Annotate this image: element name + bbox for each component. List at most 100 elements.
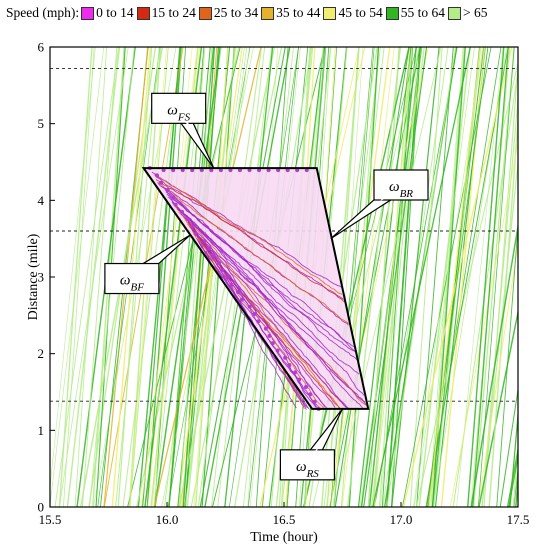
trajectory-line bbox=[163, 47, 222, 507]
legend-item-15-24: 15 to 24 bbox=[136, 5, 196, 21]
legend-swatch bbox=[323, 6, 337, 20]
legend-label: > 65 bbox=[462, 5, 488, 20]
trajectory-line bbox=[63, 47, 95, 507]
queue-dot bbox=[275, 348, 280, 353]
trajectory-line bbox=[391, 47, 440, 507]
queue-dot bbox=[180, 209, 185, 214]
trajectory-line bbox=[472, 47, 515, 507]
trajectory-line bbox=[409, 47, 443, 507]
trajectory-line bbox=[467, 47, 505, 507]
callout-bf: ωBF bbox=[104, 234, 191, 295]
trajectory-line bbox=[50, 47, 105, 507]
trajectory-line bbox=[193, 47, 229, 507]
trajectory-line bbox=[413, 47, 475, 507]
legend-label: 35 to 44 bbox=[276, 5, 321, 20]
queue-dot bbox=[308, 392, 313, 397]
x-tick-label: 16.0 bbox=[156, 512, 179, 527]
callout-pointer-mask bbox=[173, 105, 190, 127]
queue-dot bbox=[207, 246, 212, 251]
trajectory-line bbox=[374, 47, 411, 507]
legend-item-35-44: 35 to 44 bbox=[261, 5, 320, 21]
queue-dot bbox=[220, 268, 225, 273]
queue-trajectory bbox=[192, 228, 326, 408]
legend-item-0-14: 0 to 14 bbox=[81, 5, 134, 21]
trajectory-line bbox=[428, 47, 481, 507]
queue-trajectory bbox=[171, 201, 366, 403]
legend-swatch bbox=[447, 6, 461, 20]
queue-dot bbox=[190, 224, 195, 229]
x-axis-label: Time (hour) bbox=[250, 530, 318, 545]
wave-annotations: ωFS ωBR ωBF ωRS bbox=[104, 92, 429, 481]
trajectory-line bbox=[472, 47, 509, 507]
trajectory-line bbox=[368, 47, 417, 507]
callout-subscript: BR bbox=[400, 188, 414, 200]
trajectory-line bbox=[380, 47, 419, 507]
trajectory-line bbox=[333, 47, 375, 507]
queue-dot bbox=[236, 290, 241, 295]
trajectory-line bbox=[359, 47, 425, 507]
queue-dot bbox=[287, 363, 292, 368]
trajectory-line bbox=[378, 47, 413, 507]
queue-dot bbox=[193, 231, 198, 236]
queue-dot bbox=[283, 355, 288, 360]
trajectory-line bbox=[341, 47, 395, 507]
y-axis-label: Distance (mile) bbox=[26, 233, 41, 320]
y-tick-label: 3 bbox=[38, 270, 45, 285]
queue-region bbox=[141, 166, 370, 411]
callout-pointer-mask bbox=[128, 265, 150, 284]
x-tick-label: 15.5 bbox=[39, 512, 62, 527]
axis-ticks: 15.5 16.0 16.5 17.0 17.5 0 1 2 3 4 5 6 bbox=[38, 40, 530, 528]
trajectory-line bbox=[514, 493, 518, 507]
y-tick-label: 1 bbox=[38, 423, 45, 438]
callout-subscript: RS bbox=[306, 468, 320, 480]
queue-dot bbox=[185, 217, 190, 222]
trajectory-line bbox=[333, 47, 442, 507]
queue-dot bbox=[304, 384, 309, 389]
callout-fs: ωFS bbox=[151, 92, 215, 169]
legend-item-45-54: 45 to 54 bbox=[323, 5, 383, 21]
queue-dot bbox=[267, 333, 272, 338]
trajectory-line bbox=[54, 47, 120, 507]
queue-dot bbox=[211, 253, 216, 258]
trajectory-line bbox=[449, 140, 518, 507]
trajectory-line bbox=[496, 220, 518, 507]
trajectory-line bbox=[415, 60, 518, 507]
queue-trajectory bbox=[196, 238, 317, 408]
queue-dot bbox=[155, 173, 160, 178]
queue-dot bbox=[247, 304, 252, 309]
trajectory-line bbox=[418, 47, 471, 507]
callout-subscript: BF bbox=[130, 282, 144, 294]
queue-trajectory bbox=[176, 208, 367, 405]
trajectory-line bbox=[371, 47, 422, 507]
queue-trajectory bbox=[155, 179, 345, 303]
speed-legend: Speed (mph): 0 to 14 15 to 24 25 to 34 3… bbox=[6, 3, 490, 23]
legend-swatch bbox=[261, 6, 275, 20]
x-tick-label: 17.5 bbox=[507, 512, 530, 527]
trajectory-line bbox=[381, 47, 414, 507]
queue-trajectory bbox=[166, 193, 358, 361]
trajectory-line bbox=[201, 47, 235, 507]
queue-dot bbox=[225, 275, 230, 280]
trajectory-line bbox=[179, 47, 245, 507]
queue-dot bbox=[229, 282, 234, 287]
legend-title: Speed (mph): bbox=[6, 5, 80, 20]
queue-dot bbox=[312, 399, 317, 404]
trajectory-line bbox=[517, 499, 518, 507]
queue-dot bbox=[297, 377, 302, 382]
trajectory-line bbox=[363, 47, 428, 507]
queue-dot bbox=[239, 297, 244, 302]
queue-dot bbox=[252, 312, 257, 317]
trajectory-line bbox=[346, 47, 402, 507]
y-tick-label: 6 bbox=[38, 40, 45, 55]
legend-label: 15 to 24 bbox=[151, 5, 196, 20]
queue-dot bbox=[270, 341, 275, 346]
trajectory-line bbox=[425, 47, 509, 507]
callout-pointer-mask bbox=[302, 448, 318, 468]
trajectory-line bbox=[81, 47, 118, 507]
y-tick-label: 5 bbox=[38, 116, 45, 131]
y-tick-label: 4 bbox=[38, 193, 45, 208]
trajectory-line bbox=[357, 47, 412, 507]
trajectory-line bbox=[74, 47, 108, 507]
trajectory-line bbox=[509, 407, 518, 507]
